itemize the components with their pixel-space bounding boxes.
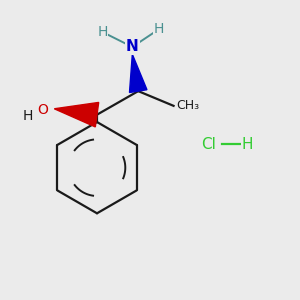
Polygon shape	[130, 54, 147, 92]
Text: CH₃: CH₃	[176, 99, 200, 112]
Text: H: H	[242, 136, 253, 152]
Text: O: O	[37, 103, 48, 117]
Text: H: H	[154, 22, 164, 36]
Text: Cl: Cl	[202, 136, 216, 152]
Text: N: N	[126, 39, 139, 54]
Text: H: H	[22, 109, 33, 123]
Polygon shape	[54, 102, 99, 127]
Text: H: H	[98, 25, 108, 39]
